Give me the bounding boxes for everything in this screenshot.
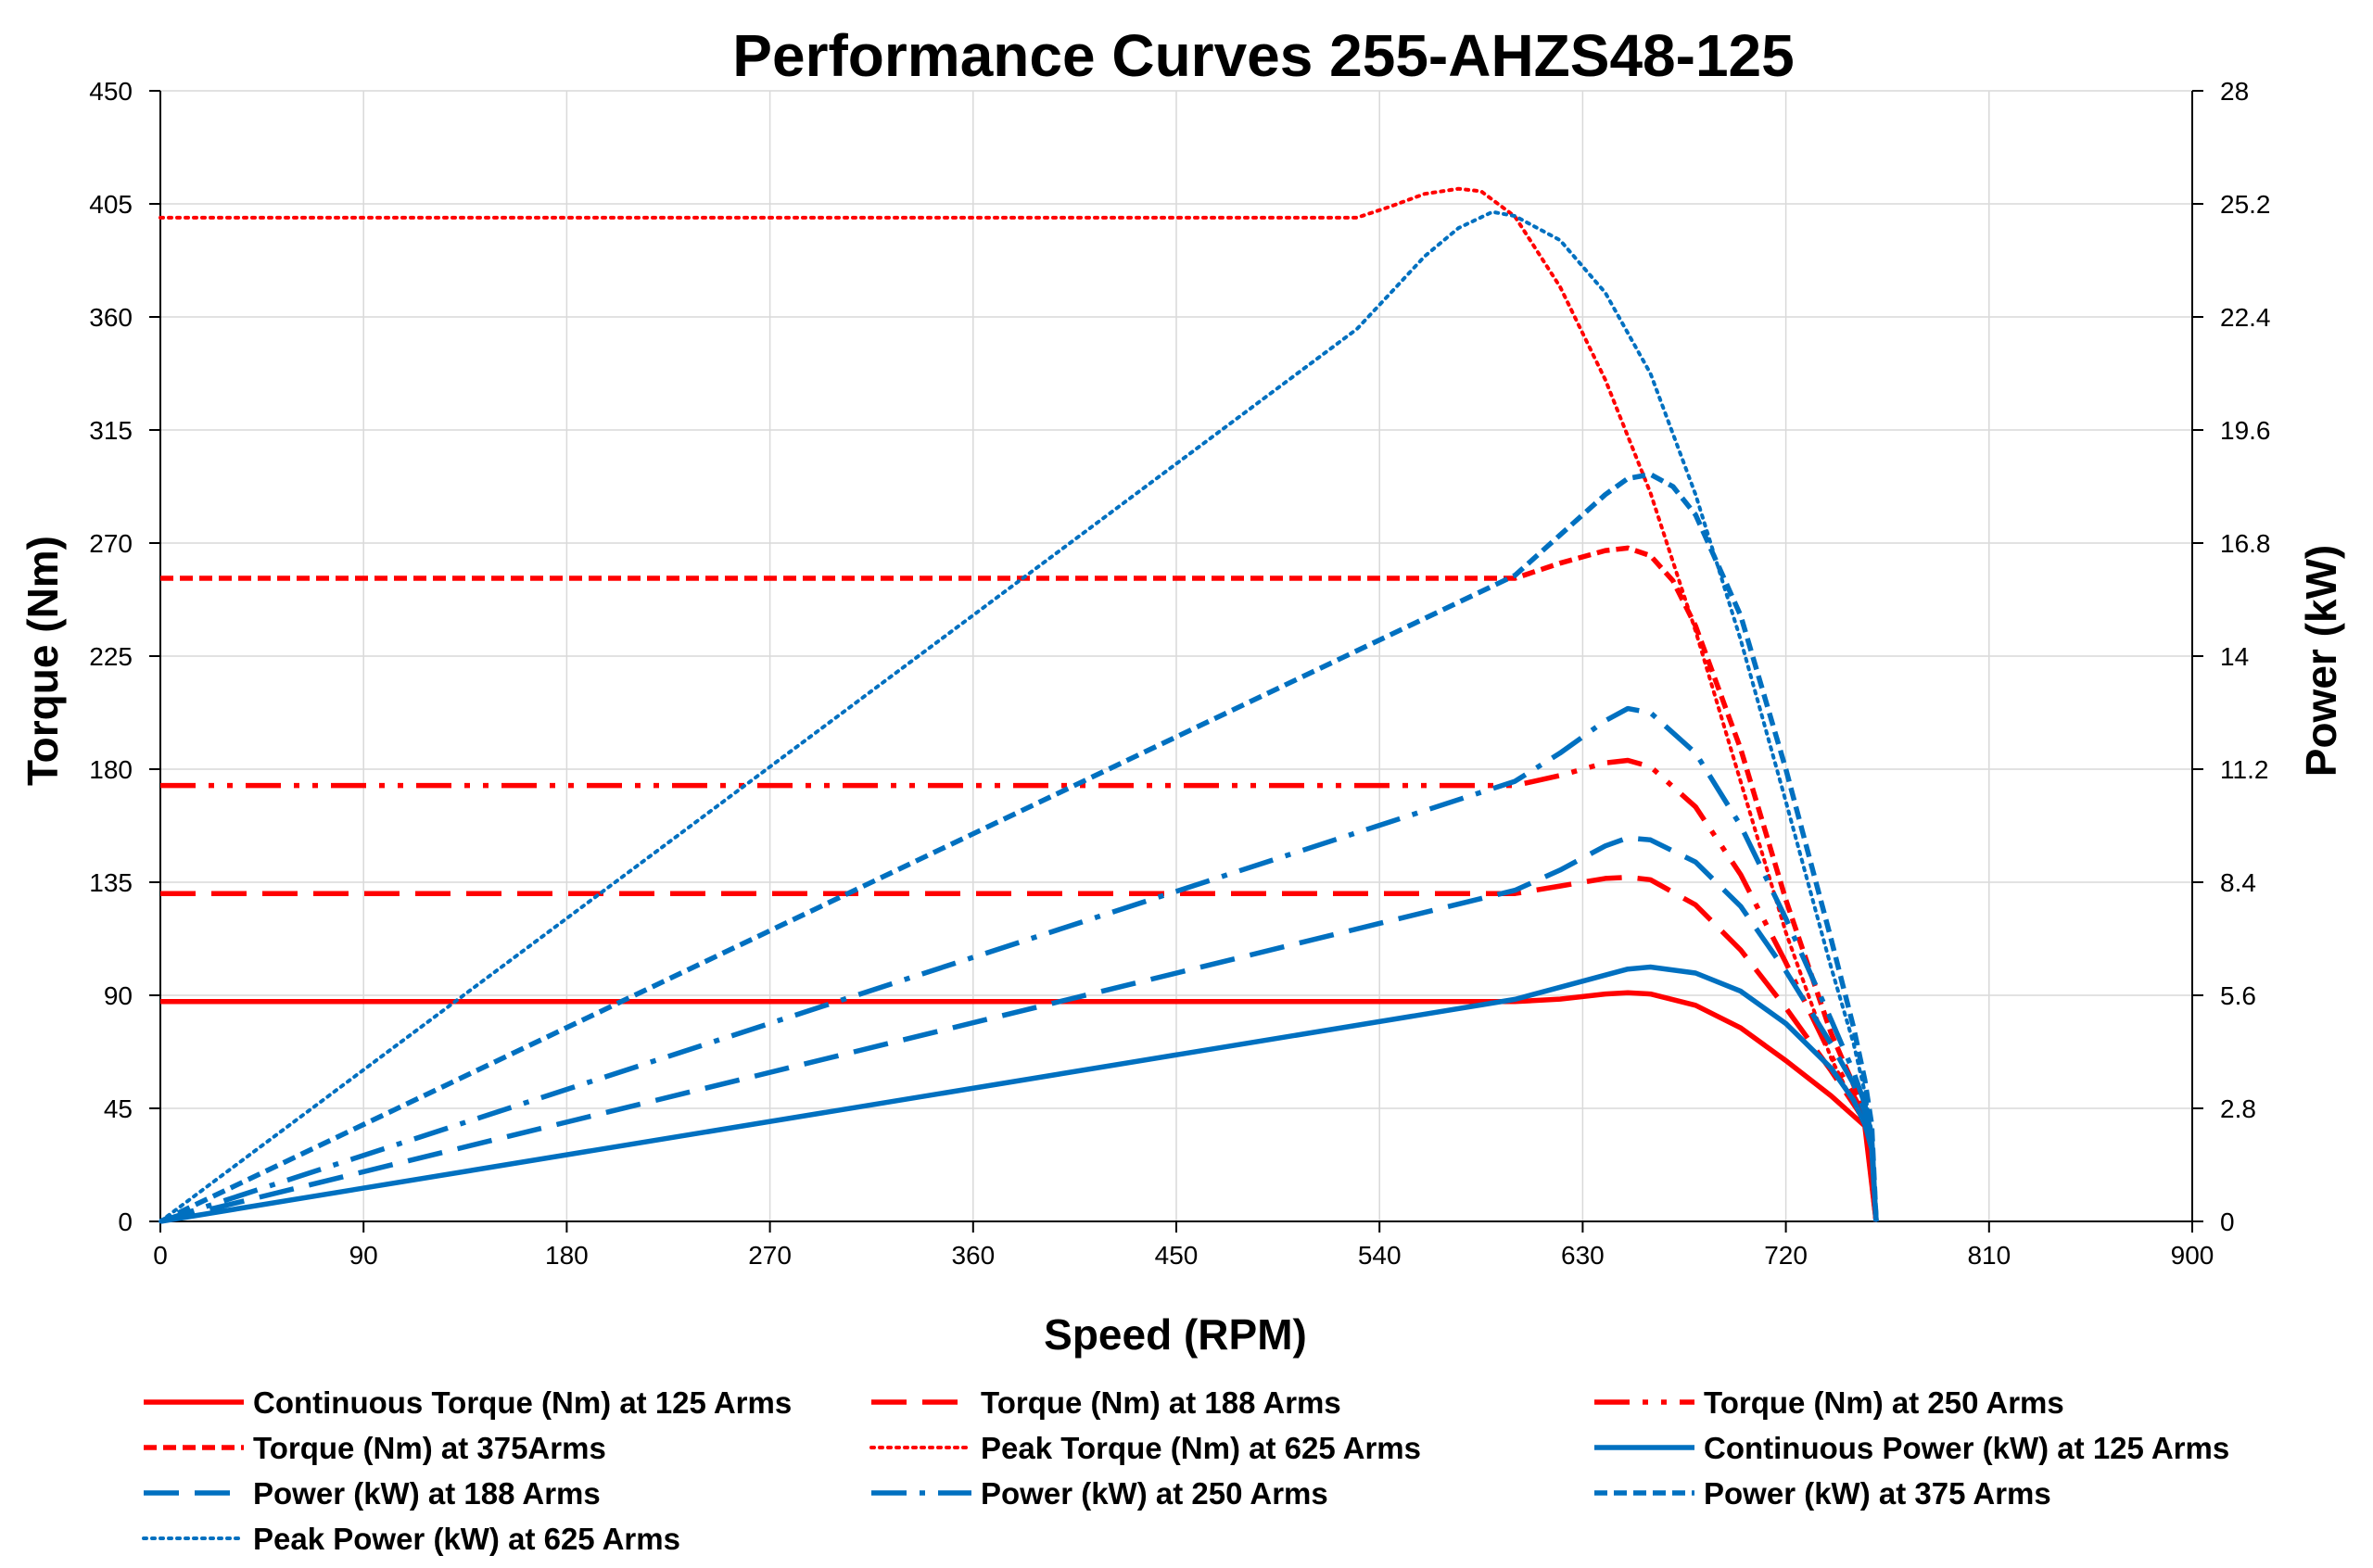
legend: Continuous Torque (Nm) at 125 Arms Torque… [142,1385,2229,1556]
series-line-5 [159,186,1878,1223]
series-line-6 [159,964,1879,1224]
y-tick-label: 0 [118,1208,133,1236]
y-tick-label: 180 [89,755,133,784]
legend-label-9: Power (kW) at 375 Arms [1704,1476,2051,1511]
x-tick-label: 270 [748,1241,792,1270]
x-axis-title: Speed (RPM) [1044,1310,1307,1359]
y-tick-label: 360 [89,303,133,332]
legend-label-3: Torque (Nm) at 250 Arms [1704,1385,2064,1420]
y-tick-label: 135 [89,868,133,897]
y2-tick-label: 28 [2220,77,2249,106]
x-tick-label: 0 [153,1241,168,1270]
x-tick-label: 450 [1155,1241,1199,1270]
legend-label-7: Power (kW) at 188 Arms [253,1476,601,1511]
y-tick-label: 315 [89,416,133,445]
series-lines [159,186,1879,1224]
y-tick-label: 270 [89,529,133,558]
y2-tick-label: 2.8 [2220,1094,2256,1123]
legend-label-1: Continuous Torque (Nm) at 125 Arms [253,1385,792,1420]
legend-label-10: Peak Power (kW) at 625 Arms [253,1522,680,1556]
legend-label-8: Power (kW) at 250 Arms [981,1476,1328,1511]
y2-axis-title: Power (kW) [2297,545,2345,777]
y-axis-title: Torque (Nm) [19,536,67,786]
x-tick-label: 540 [1358,1241,1402,1270]
legend-label-5: Peak Torque (Nm) at 625 Arms [981,1431,1421,1465]
y2-tick-label: 25.2 [2220,190,2271,219]
y2-tick-label: 16.8 [2220,529,2271,558]
y2-tick-label: 0 [2220,1208,2235,1236]
x-tick-label: 810 [1967,1241,2011,1270]
y-tick-label: 450 [89,77,133,106]
x-tick-label: 900 [2171,1241,2214,1270]
chart-title: Performance Curves 255-AHZS48-125 [732,22,1794,89]
y-tick-label: 405 [89,190,133,219]
y-tick-label: 45 [104,1094,133,1123]
axes: 0 90 180 270 360 450 540 630 720 810 9000459013518… [89,77,2270,1270]
series-line-1 [160,990,1879,1222]
y-tick-label: 225 [89,642,133,671]
legend-label-4: Torque (Nm) at 375Arms [253,1431,606,1465]
series-line-3 [160,757,1879,1222]
series-line-9 [159,472,1879,1224]
y-tick-label: 90 [104,981,133,1010]
y2-tick-label: 8.4 [2220,868,2256,897]
y2-tick-label: 22.4 [2220,303,2271,332]
x-tick-label: 180 [545,1241,589,1270]
series-line-8 [159,705,1879,1224]
series-line-4 [160,545,1879,1222]
legend-label-6: Continuous Power (kW) at 125 Arms [1704,1431,2229,1465]
y2-tick-label: 11.2 [2220,755,2268,784]
legend-label-2: Torque (Nm) at 188 Arms [981,1385,1341,1420]
x-tick-label: 720 [1764,1241,1808,1270]
series-line-10 [159,209,1878,1223]
x-tick-label: 630 [1561,1241,1605,1270]
x-tick-label: 360 [951,1241,995,1270]
y2-tick-label: 5.6 [2220,981,2256,1010]
x-tick-label: 90 [349,1241,378,1270]
y2-tick-label: 19.6 [2220,416,2271,445]
y2-tick-label: 14 [2220,642,2249,671]
